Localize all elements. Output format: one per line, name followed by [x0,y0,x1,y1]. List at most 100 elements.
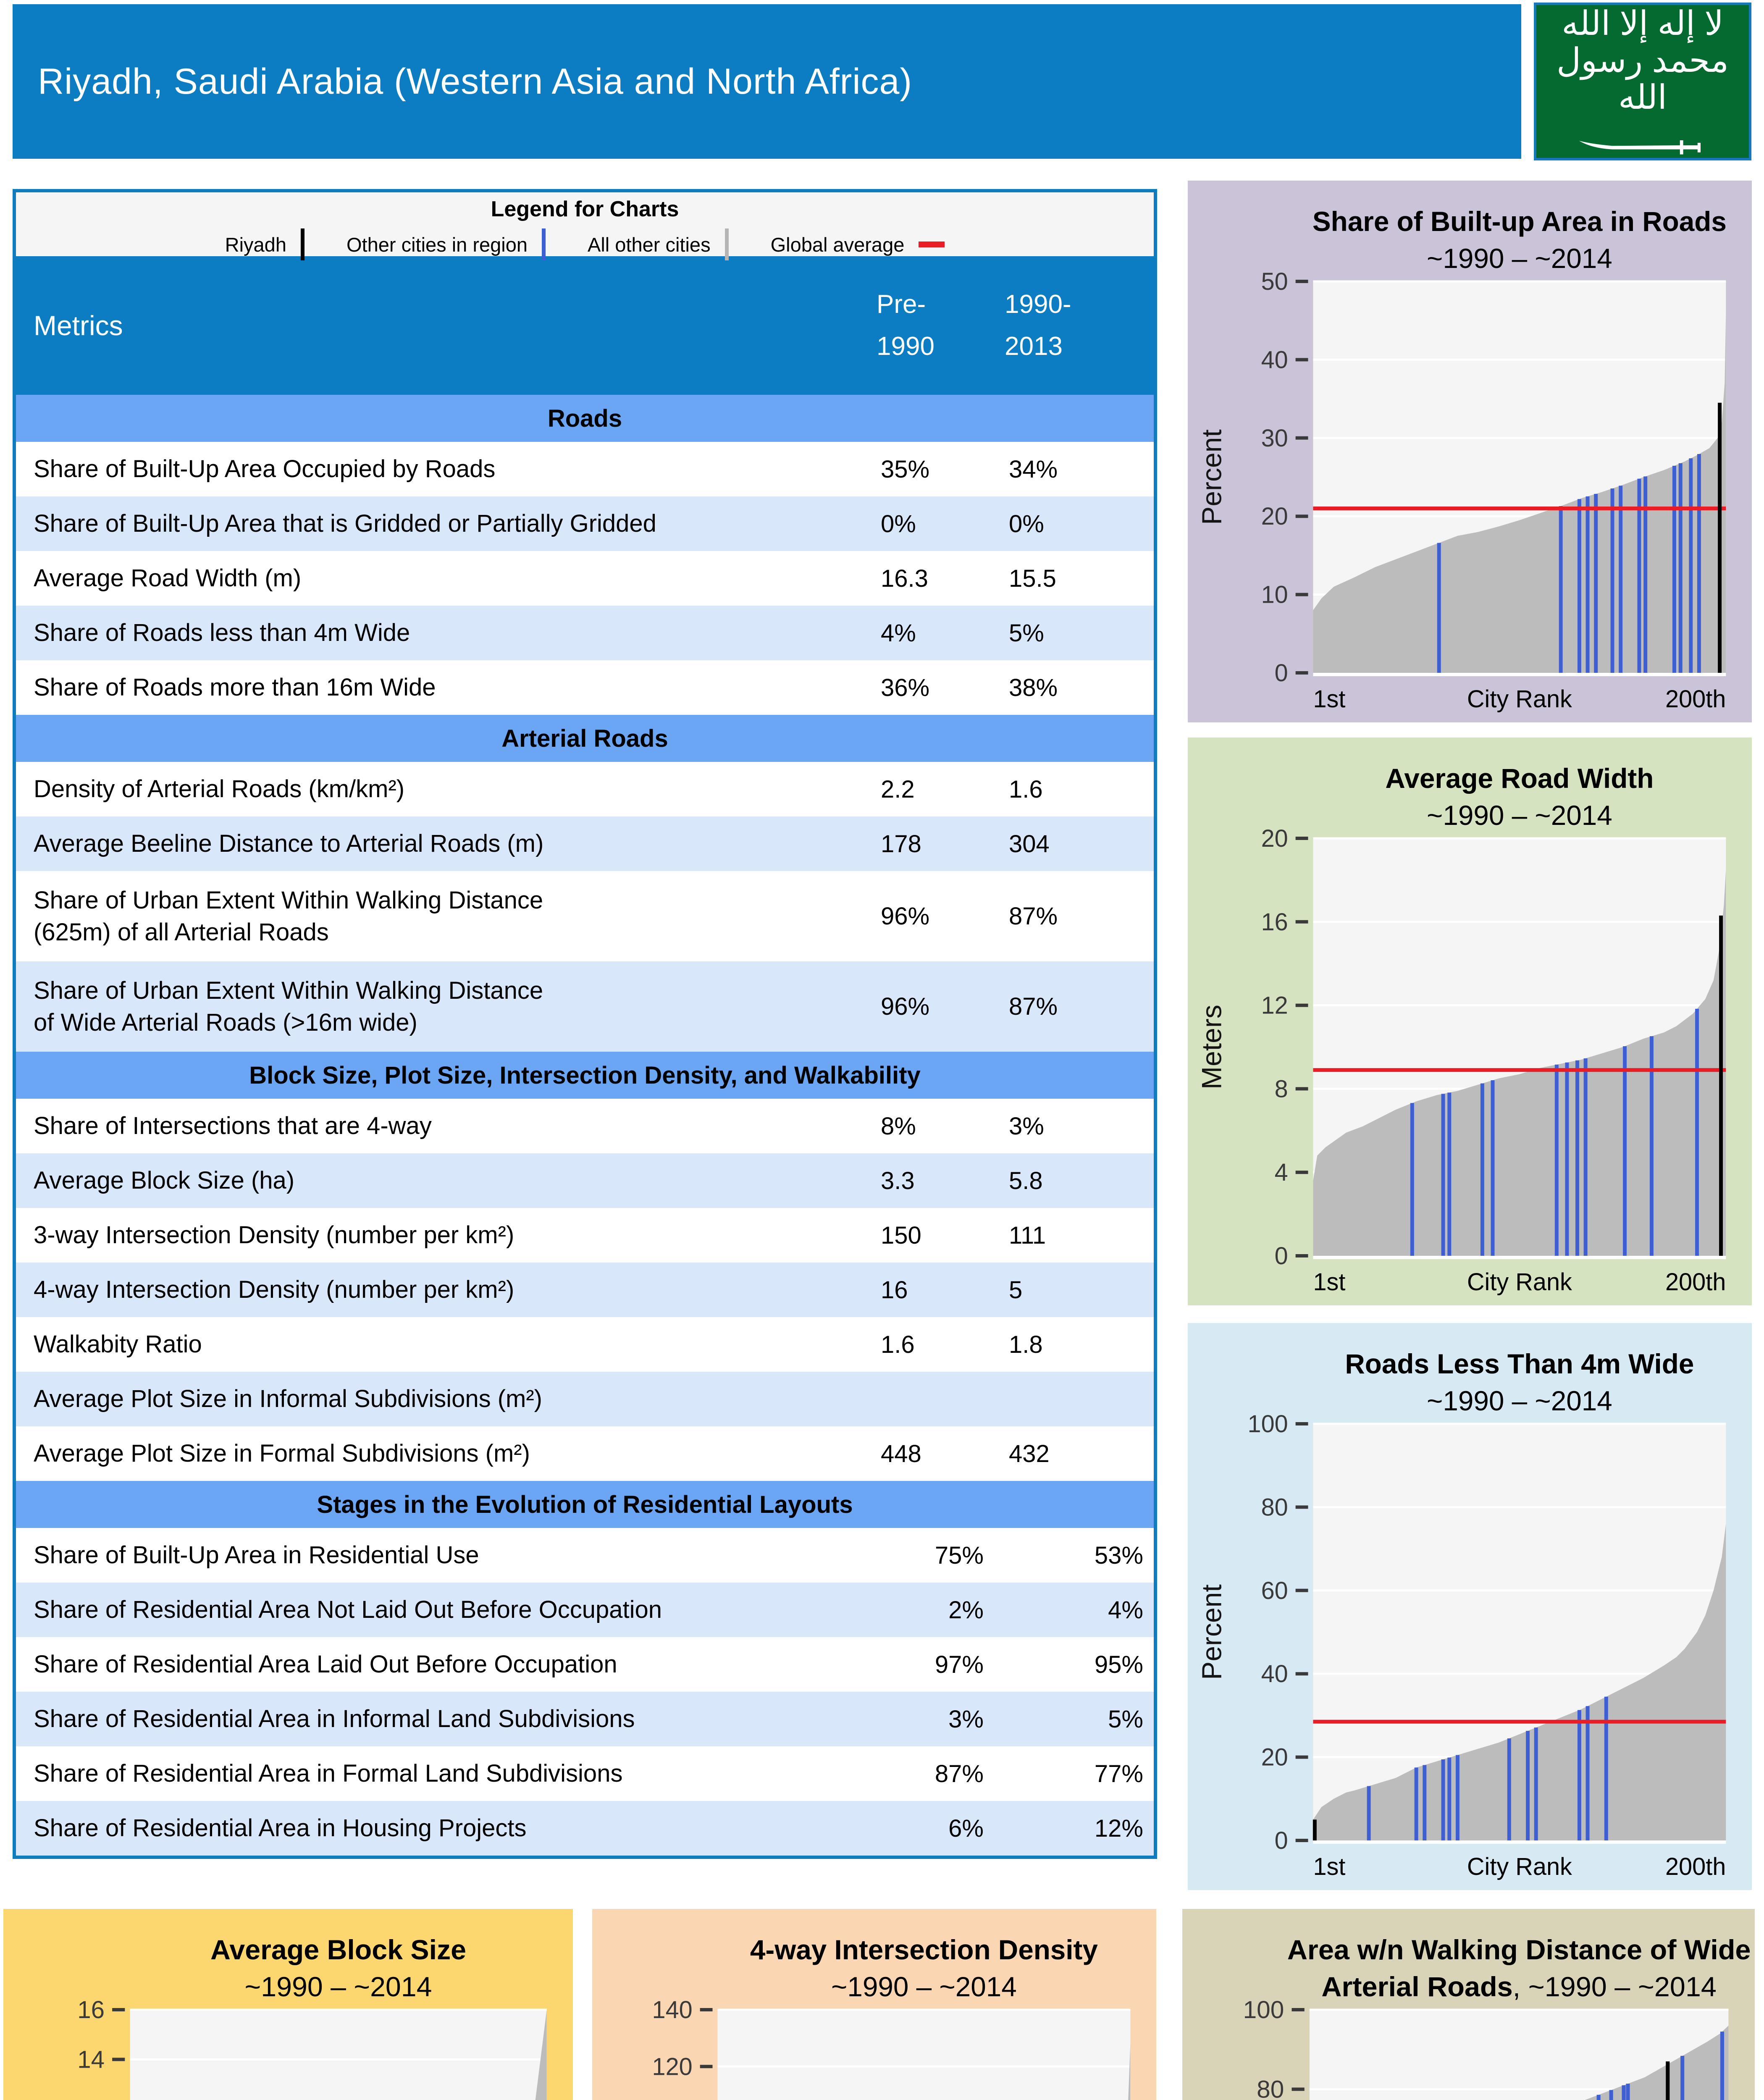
y-tick-label: 0 [1275,1243,1288,1270]
metric-value-1990-2013: 15.5 [1009,564,1056,592]
y-tick-label: 16 [1261,909,1288,936]
metric-value-1990-2013: 5% [1009,619,1044,647]
table-body: Roads Share of Built-Up Area Occupied by … [16,395,1154,1856]
metric-value-pre-1990: 4% [881,619,916,647]
metric-row: Share of Built-Up Area Occupied by Roads… [16,442,1154,496]
metric-row: Density of Arterial Roads (km/km²) 2.2 1.6 [16,762,1154,816]
metric-label: Density of Arterial Roads (km/km²) [34,775,405,803]
metric-value-pre-1990: 2.2 [881,775,915,803]
chart-subtitle: ~1990 – ~2014 [831,1971,1017,2002]
y-tick-label: 100 [1243,1996,1284,2024]
chart-title: 4-way Intersection Density [750,1934,1098,1965]
y-tick-label: 0 [1275,660,1288,687]
chart-svg-roads-less-than-4m-wide: 0 20 40 60 80 100 Percent 1st City Rank 200th Road… [1196,1348,1726,1880]
metric-value-pre-1990: 3.3 [881,1167,915,1194]
all-cities-distribution-area [1313,312,1726,673]
chart-subtitle: ~1990 – ~2014 [1427,800,1612,831]
y-tick-label: 14 [77,2046,105,2073]
legend-dash-marker-global-average [919,242,945,247]
y-tick-label: 12 [77,2096,105,2100]
metric-row: Average Plot Size in Formal Subdivisions… [16,1426,1154,1481]
x-label-first: 1st [1313,686,1345,713]
metric-label: Average Road Width (m) [34,564,302,592]
all-cities-distribution-area [535,2010,547,2100]
flag-shahada-script: لا إله إلا الله محمد رسول الله [1556,5,1729,116]
metric-row: Share of Roads less than 4m Wide 4% 5% [16,606,1154,660]
legend-item-label: Other cities in region [346,233,528,256]
y-axis-label: Meters [1196,1005,1227,1089]
chart-title: Roads Less Than 4m Wide [1345,1348,1694,1379]
metric-value-pre-1990: 150 [881,1221,921,1249]
section-header-arterial-roads: Arterial Roads [16,715,1154,762]
y-tick-label: 80 [1257,2076,1284,2100]
metric-row: Share of Roads more than 16m Wide 36% 38% [16,660,1154,715]
all-cities-distribution-area [1585,2025,1729,2100]
metric-label: Share of Residential Area in Housing Pro… [34,1814,527,1842]
metric-row: Share of Built-Up Area that is Gridded o… [16,496,1154,551]
metric-row: Share of Residential Area in Informal La… [16,1692,1154,1746]
metric-label: Average Plot Size in Informal Subdivisio… [34,1385,542,1413]
chart-svg-average-block-size: 0246810121416Hectares1stCity Rank200thAv… [77,1935,547,2100]
metric-value-pre-1990: 6% [948,1814,984,1842]
metric-label: Share of Residential Area Not Laid Out B… [34,1596,662,1624]
chart-title: Share of Built-up Area in Roads [1312,206,1727,237]
metric-value-1990-2013: 1.6 [1009,775,1043,803]
all-cities-distribution-area [1313,869,1726,1256]
metric-value-pre-1990: 16 [881,1276,908,1304]
legend-item-label: Global average [770,233,905,256]
metric-row: Share of Residential Area Not Laid Out B… [16,1583,1154,1637]
legend-item-global-average: Global average [771,233,945,256]
chart-subtitle: Arterial Roads, ~1990 – ~2014 [1321,1971,1717,2003]
y-tick-label: 20 [1261,1744,1288,1771]
metric-label: Share of Built-Up Area Occupied by Roads [34,455,496,483]
chart-legend: Legend for Charts Riyadh Other cities in … [16,192,1154,260]
chart-subtitle: ~1990 – ~2014 [1427,243,1612,274]
metric-value-1990-2013: 5 [1009,1276,1023,1304]
metric-value-pre-1990: 178 [881,830,921,858]
legend-bar-marker-all-other-cities [724,228,729,260]
metric-value-pre-1990: 35% [881,455,930,483]
metric-row: Share of Urban Extent Within Walking Dis… [16,871,1154,961]
metric-label: Average Plot Size in Formal Subdivisions… [34,1440,530,1467]
metric-value-1990-2013: 38% [1009,674,1058,701]
metric-label: 3-way Intersection Density (number per k… [34,1221,514,1249]
metric-value-pre-1990: 96% [881,993,930,1020]
legend-title: Legend for Charts [491,197,679,221]
metric-row: 4-way Intersection Density (number per k… [16,1263,1154,1317]
all-cities-distribution-area [1313,1524,1726,1840]
metric-value-1990-2013: 1.8 [1009,1331,1043,1358]
metric-label: Share of Roads more than 16m Wide [34,674,436,701]
metric-value-pre-1990: 96% [881,903,930,930]
metric-label: 4-way Intersection Density (number per k… [34,1276,514,1304]
metric-label: Walkabity Ratio [34,1331,202,1358]
legend-item-all-other-cities: All other cities [588,228,729,260]
metric-row: 3-way Intersection Density (number per k… [16,1208,1154,1263]
x-axis-label: City Rank [1467,1853,1572,1880]
chart-svg-share-built-up-area-in-roads: 0 10 20 30 40 50 Percent 1st City Rank 200th Share… [1196,206,1727,713]
section-header-stages-in-the-evolution-of-residential-l: Stages in the Evolution of Residential L… [16,1481,1154,1528]
pre-1990-column-header: Pre- 1990 [877,289,934,361]
1990-2013-column-header: 1990- 2013 [1005,289,1071,361]
metric-value-pre-1990: 1.6 [881,1331,915,1358]
chart-svg-4-way-intersection-density: 020406080100120140Number per km²1stCity … [652,1934,1131,2100]
metric-label: Share of Urban Extent Within Walking Dis… [34,977,543,1036]
x-axis-label: City Rank [1467,1269,1572,1296]
metric-value-pre-1990: 87% [934,1760,984,1788]
metric-row: Share of Urban Extent Within Walking Dis… [16,961,1154,1052]
y-axis-label: Percent [1196,429,1227,525]
metric-value-1990-2013: 0% [1009,510,1044,538]
metric-row: Share of Residential Area in Housing Pro… [16,1801,1154,1856]
legend-item-label: Riyadh [225,233,286,256]
metric-value-1990-2013: 95% [1094,1651,1143,1678]
metric-value-pre-1990: 36% [881,674,930,701]
x-label-first: 1st [1313,1853,1345,1880]
metric-value-1990-2013: 304 [1009,830,1050,858]
y-tick-label: 20 [1261,825,1288,852]
chart-title: Area w/n Walking Distance of Wide [1287,1935,1751,1966]
page-title: Riyadh, Saudi Arabia (Western Asia and N… [38,61,912,102]
metric-label: Share of Residential Area in Informal La… [34,1705,635,1733]
metric-value-1990-2013: 432 [1009,1440,1050,1467]
metric-value-pre-1990: 3% [948,1705,984,1733]
metric-label: Share of Built-Up Area that is Gridded o… [34,510,656,538]
y-axis-label: Percent [1196,1584,1227,1680]
